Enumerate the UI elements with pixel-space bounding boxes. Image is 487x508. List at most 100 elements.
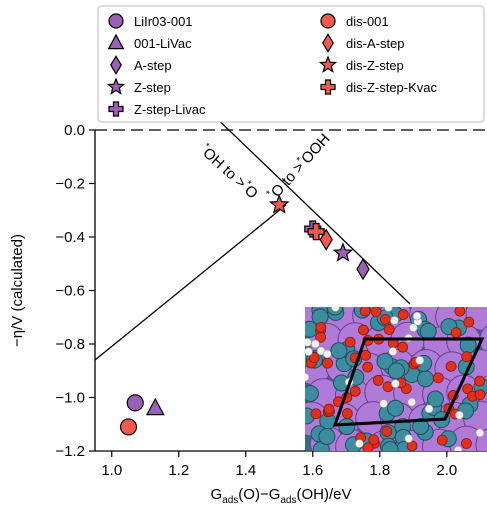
legend-marker — [320, 13, 336, 29]
inset-atom-medium — [412, 417, 430, 435]
inset-atom-tiny — [424, 404, 434, 414]
y-tick-label: −0.8 — [55, 336, 85, 353]
inset-atom-medium — [381, 441, 399, 451]
data-point-plus — [307, 223, 325, 241]
legend-marker — [107, 33, 125, 50]
inset-atom-small — [362, 442, 374, 451]
x-tick-label: 2.0 — [436, 462, 457, 479]
legend-marker — [106, 77, 126, 95]
inset-atom-tiny — [404, 434, 414, 443]
inset-atom-medium — [419, 322, 437, 340]
legend-marker — [108, 13, 124, 29]
inset-atom-small — [370, 307, 382, 317]
inset-atom-tiny — [415, 356, 425, 365]
inset-atom-small — [308, 352, 320, 364]
inset-atom-tiny — [409, 323, 418, 332]
inset-atom-medium — [426, 390, 444, 408]
x-axis-label-sub: ads — [280, 495, 296, 506]
inset-atom-tiny — [322, 349, 332, 359]
line-annotation: *O to >*OOH — [264, 130, 333, 204]
x-tick-label: 1.6 — [302, 462, 323, 479]
annotation-star: * — [295, 155, 306, 165]
inset-atom-small — [310, 408, 322, 420]
inset-atom-medium — [305, 384, 319, 402]
y-tick-label: 0.0 — [64, 122, 85, 139]
legend-label: 001-LiVac — [134, 36, 192, 51]
annotation-part: OOH — [298, 130, 333, 167]
inset-atom-small — [461, 438, 472, 449]
inset-atom-tiny — [311, 339, 320, 349]
inset-atom-small — [315, 321, 327, 333]
line-annotation: *OH to >*O — [196, 141, 261, 202]
legend-label: dis-001 — [346, 14, 389, 29]
inset-atom-tiny — [305, 372, 310, 382]
legend-label: Z-step — [134, 80, 171, 95]
y-axis-label: −η/V (calculated) — [9, 234, 26, 347]
inset-atom-medium — [387, 362, 405, 380]
inset-atom-small — [362, 361, 374, 373]
x-tick-label: 1.8 — [369, 462, 390, 479]
inset-atom-small — [323, 403, 335, 415]
legend-marker — [322, 33, 334, 53]
y-tick-label: −0.2 — [55, 176, 85, 193]
inset-atom-tiny — [331, 307, 340, 312]
inset-atom-small — [368, 434, 380, 446]
x-axis-label-part: (OH)/eV — [297, 486, 352, 503]
inset-atom-small — [445, 360, 457, 372]
legend-box — [97, 5, 485, 123]
inset-atom-tiny — [391, 379, 400, 388]
x-axis-label-part: G — [210, 486, 222, 503]
inset-atom-tiny — [453, 445, 463, 451]
legend-label: dis-Z-step — [346, 58, 404, 73]
x-axis-label-part: (O)−G — [238, 486, 280, 503]
inset-atom-small — [358, 324, 369, 336]
y-tick-label: −0.6 — [55, 283, 85, 300]
inset-atom-small — [454, 307, 466, 317]
volcano-line — [94, 204, 287, 361]
data-point-triangle — [145, 397, 165, 416]
inset-atom-tiny — [407, 397, 417, 407]
data-point-star — [332, 242, 354, 262]
inset-atom-tiny — [384, 307, 393, 312]
x-axis-label: Gads(O)−Gads(OH)/eV — [210, 486, 351, 506]
data-point-circle — [119, 418, 138, 436]
x-tick-label: 1.2 — [168, 462, 189, 479]
data-point-star — [268, 194, 290, 214]
inset-atom-small — [432, 372, 444, 384]
inset-atom-small — [372, 375, 384, 386]
legend-label: LiIr03-001 — [134, 14, 193, 29]
inset-atom-small — [397, 309, 409, 320]
inset-atom-small — [359, 307, 371, 317]
legend-label: dis-A-step — [346, 36, 405, 51]
data-point-diamond — [356, 257, 370, 281]
inset-atom-medium — [387, 399, 405, 417]
legend-label: Z-step-Livac — [134, 102, 206, 117]
inset-atom-small — [461, 351, 473, 363]
inset-atom-large — [475, 428, 487, 451]
inset-atom-tiny — [305, 338, 312, 347]
y-tick-label: −0.4 — [55, 229, 85, 246]
inset-structure-image — [305, 307, 487, 451]
inset-atom-tiny — [379, 399, 389, 408]
data-point-circle — [126, 394, 144, 412]
inset-atom-small — [349, 385, 361, 397]
inset-atom-small — [436, 434, 448, 446]
inset-atom-tiny — [475, 428, 485, 438]
inset-atom-medium — [318, 427, 336, 445]
inset-atom-small — [397, 341, 409, 353]
inset-atom-small — [379, 314, 391, 325]
inset-atom-small — [381, 426, 393, 437]
annotation-star: * — [201, 141, 211, 152]
legend-marker — [110, 55, 122, 75]
y-tick-label: −1.2 — [55, 443, 85, 460]
inset-atom-small — [341, 408, 353, 419]
inset-atom-tiny — [412, 311, 422, 321]
inset-atom-tiny — [305, 347, 313, 356]
legend-label: A-step — [134, 58, 172, 73]
inset-atom-small — [474, 375, 486, 387]
inset-atom-medium — [416, 370, 434, 388]
inset-atom-small — [322, 357, 333, 369]
legend-marker — [320, 79, 336, 95]
